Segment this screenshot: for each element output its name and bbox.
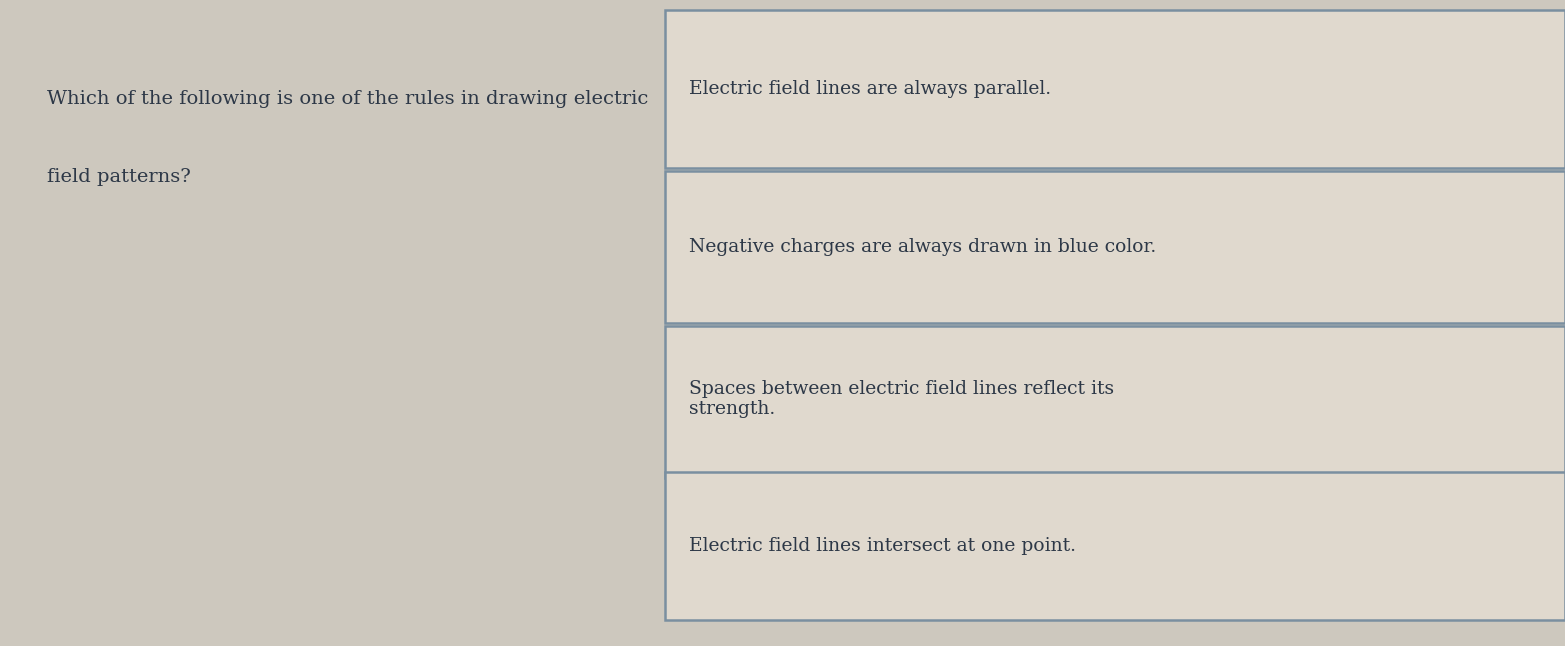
Text: Which of the following is one of the rules in drawing electric: Which of the following is one of the rul… bbox=[47, 90, 648, 109]
Bar bbox=[665, 326, 1565, 478]
Text: Electric field lines are always parallel.: Electric field lines are always parallel… bbox=[689, 80, 1050, 98]
Text: Spaces between electric field lines reflect its
strength.: Spaces between electric field lines refl… bbox=[689, 380, 1114, 419]
Bar bbox=[665, 171, 1565, 323]
Text: field patterns?: field patterns? bbox=[47, 168, 191, 186]
Text: Negative charges are always drawn in blue color.: Negative charges are always drawn in blu… bbox=[689, 238, 1157, 256]
Bar bbox=[665, 10, 1565, 168]
Bar bbox=[665, 472, 1565, 620]
Text: Electric field lines intersect at one point.: Electric field lines intersect at one po… bbox=[689, 537, 1075, 555]
